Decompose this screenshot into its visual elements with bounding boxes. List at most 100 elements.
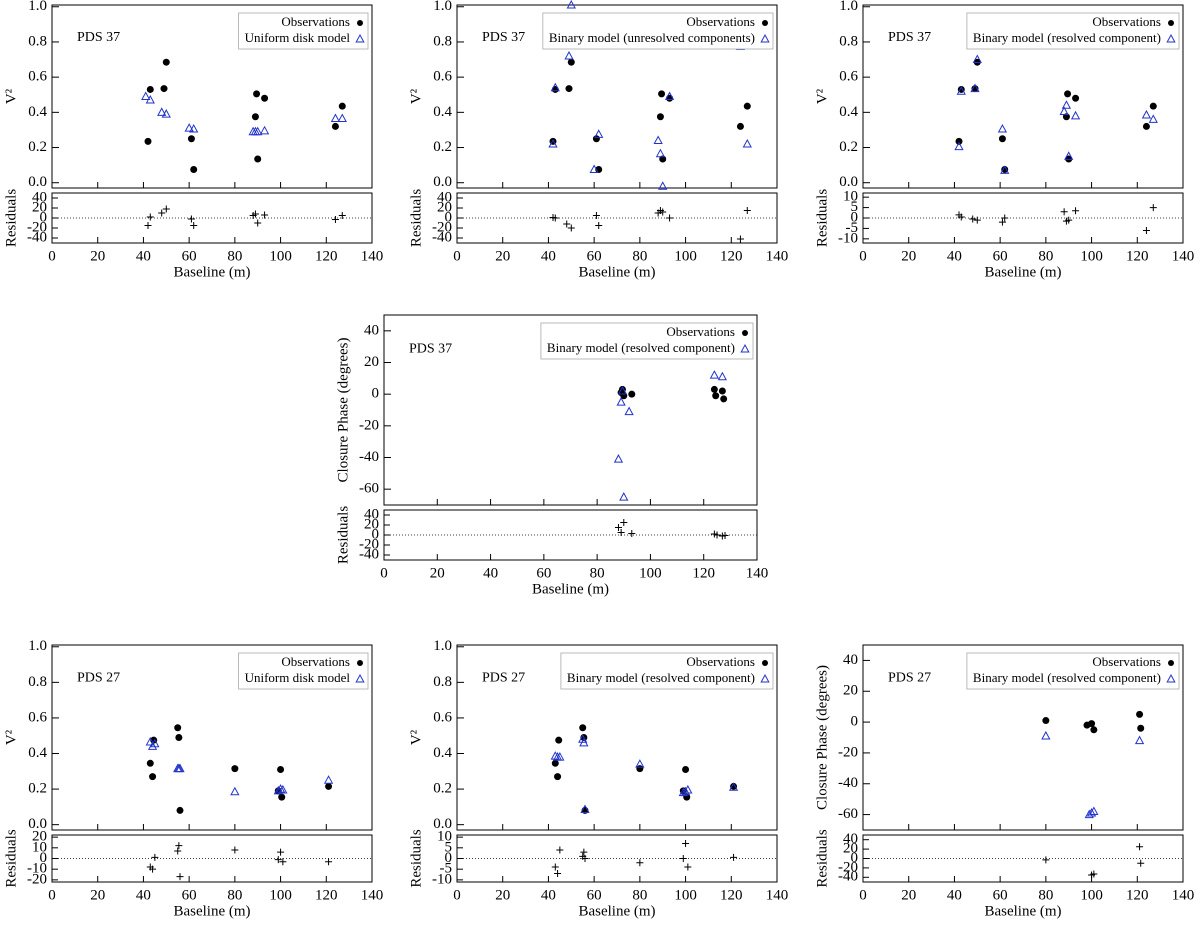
model-point bbox=[330, 113, 341, 122]
model-point bbox=[1134, 735, 1145, 745]
residual-y-tick-label: -40 bbox=[359, 546, 379, 562]
residual-y-tick-label: 20 bbox=[364, 516, 379, 532]
residual-y-tick-label: -40 bbox=[838, 869, 858, 885]
residual-y-tick-label: -10 bbox=[432, 871, 452, 887]
residual-y-tick-label: 0 bbox=[40, 850, 48, 866]
legend-label: Binary model (resolved component) bbox=[567, 670, 755, 685]
residual-point bbox=[666, 214, 674, 222]
observation-point bbox=[666, 94, 674, 102]
legend-label: Binary model (resolved component) bbox=[547, 340, 735, 355]
y-tick-label: 0.8 bbox=[433, 33, 452, 49]
model-point bbox=[717, 371, 728, 381]
residual-point bbox=[736, 235, 744, 243]
model-point bbox=[594, 129, 604, 138]
plot-frame bbox=[51, 4, 373, 189]
legend-label: Observations bbox=[1092, 14, 1161, 29]
residual-point bbox=[1136, 843, 1144, 851]
residual-point bbox=[174, 847, 182, 855]
x-tick-label: 140 bbox=[361, 887, 384, 903]
observation-point bbox=[1088, 720, 1096, 728]
y-tick-label: 0.0 bbox=[433, 816, 452, 832]
observation-point bbox=[730, 782, 738, 790]
x-tick-label: 60 bbox=[993, 887, 1008, 903]
y-axis-label: V² bbox=[814, 88, 830, 104]
residual-y-tick-label: 40 bbox=[32, 189, 47, 205]
residual-point bbox=[684, 863, 692, 871]
x-tick-label: 100 bbox=[674, 248, 697, 264]
residual-y-tick-label: 0 bbox=[372, 526, 380, 542]
residual-point bbox=[682, 840, 690, 848]
y-tick-label: 0.4 bbox=[28, 745, 47, 761]
x-tick-label: 60 bbox=[536, 565, 551, 581]
legend-label: Observations bbox=[281, 14, 350, 29]
observation-point bbox=[656, 113, 664, 121]
y-tick-label: 1.0 bbox=[433, 638, 452, 654]
residual-y-tick-label: 40 bbox=[437, 189, 452, 205]
model-point bbox=[550, 751, 560, 760]
y-tick-label: 0.4 bbox=[433, 745, 452, 761]
residual-y-tick-label: 0 bbox=[851, 209, 859, 225]
residual-y-tick-label: 20 bbox=[437, 199, 452, 215]
x-tick-label: 80 bbox=[632, 248, 647, 264]
legend-label: Observations bbox=[686, 14, 755, 29]
y-tick-label: 0.0 bbox=[28, 174, 47, 190]
model-point bbox=[150, 738, 160, 748]
residual-point bbox=[554, 869, 562, 877]
legend-marker bbox=[760, 33, 770, 43]
legend-label: Observations bbox=[281, 654, 350, 669]
observation-point bbox=[551, 85, 559, 93]
model-point bbox=[555, 752, 565, 761]
plot-frame bbox=[862, 4, 1184, 189]
legend-label: Uniform disk model bbox=[245, 670, 351, 685]
residual-point bbox=[338, 212, 346, 219]
residual-y-tick-label: 20 bbox=[32, 829, 47, 845]
model-point bbox=[1064, 151, 1074, 160]
residual-point bbox=[1149, 204, 1157, 212]
observation-point bbox=[567, 58, 575, 66]
model-point bbox=[742, 138, 752, 148]
residual-point bbox=[969, 215, 977, 223]
residual-point bbox=[175, 842, 183, 850]
residual-point bbox=[1065, 216, 1073, 224]
model-point bbox=[253, 126, 263, 136]
model-point bbox=[323, 775, 334, 784]
y-tick-label: 0.2 bbox=[433, 781, 452, 797]
x-tick-label: 140 bbox=[746, 565, 769, 581]
residual-point bbox=[556, 846, 564, 854]
residual-point bbox=[1090, 870, 1098, 878]
observation-point bbox=[160, 85, 168, 93]
x-tick-label: 40 bbox=[483, 565, 498, 581]
observation-point bbox=[710, 385, 718, 393]
observation-point bbox=[718, 387, 726, 395]
x-tick-label: 100 bbox=[1080, 248, 1103, 264]
residual-y-tick-label: 10 bbox=[437, 829, 452, 845]
y-tick-label: 0.8 bbox=[28, 674, 47, 690]
observation-point bbox=[1149, 102, 1157, 110]
plot-frame bbox=[862, 644, 1184, 831]
legend-marker bbox=[357, 20, 363, 26]
residual-point bbox=[190, 222, 198, 229]
observation-point bbox=[144, 137, 152, 145]
residual-axis-label: Residuals bbox=[408, 189, 424, 247]
y-tick-label: -40 bbox=[359, 449, 379, 465]
residual-point bbox=[1060, 208, 1068, 216]
residual-y-tick-label: 0 bbox=[445, 850, 453, 866]
residual-y-tick-label: -10 bbox=[27, 861, 47, 877]
y-tick-label: 1.0 bbox=[839, 0, 858, 14]
x-tick-label: 60 bbox=[587, 248, 602, 264]
x-axis-label: Baseline (m) bbox=[532, 581, 609, 597]
x-tick-label: 60 bbox=[993, 248, 1008, 264]
y-axis-label: V² bbox=[408, 729, 424, 745]
residual-point bbox=[251, 210, 259, 218]
residual-y-tick-label: -10 bbox=[838, 230, 858, 246]
x-tick-label: 80 bbox=[590, 565, 605, 581]
residual-y-tick-label: -20 bbox=[838, 859, 858, 875]
residual-point bbox=[563, 220, 571, 228]
y-tick-label: 0 bbox=[372, 386, 380, 402]
legend-marker bbox=[740, 343, 750, 353]
model-point bbox=[619, 492, 629, 501]
x-tick-label: 40 bbox=[947, 887, 962, 903]
model-point bbox=[161, 109, 171, 118]
